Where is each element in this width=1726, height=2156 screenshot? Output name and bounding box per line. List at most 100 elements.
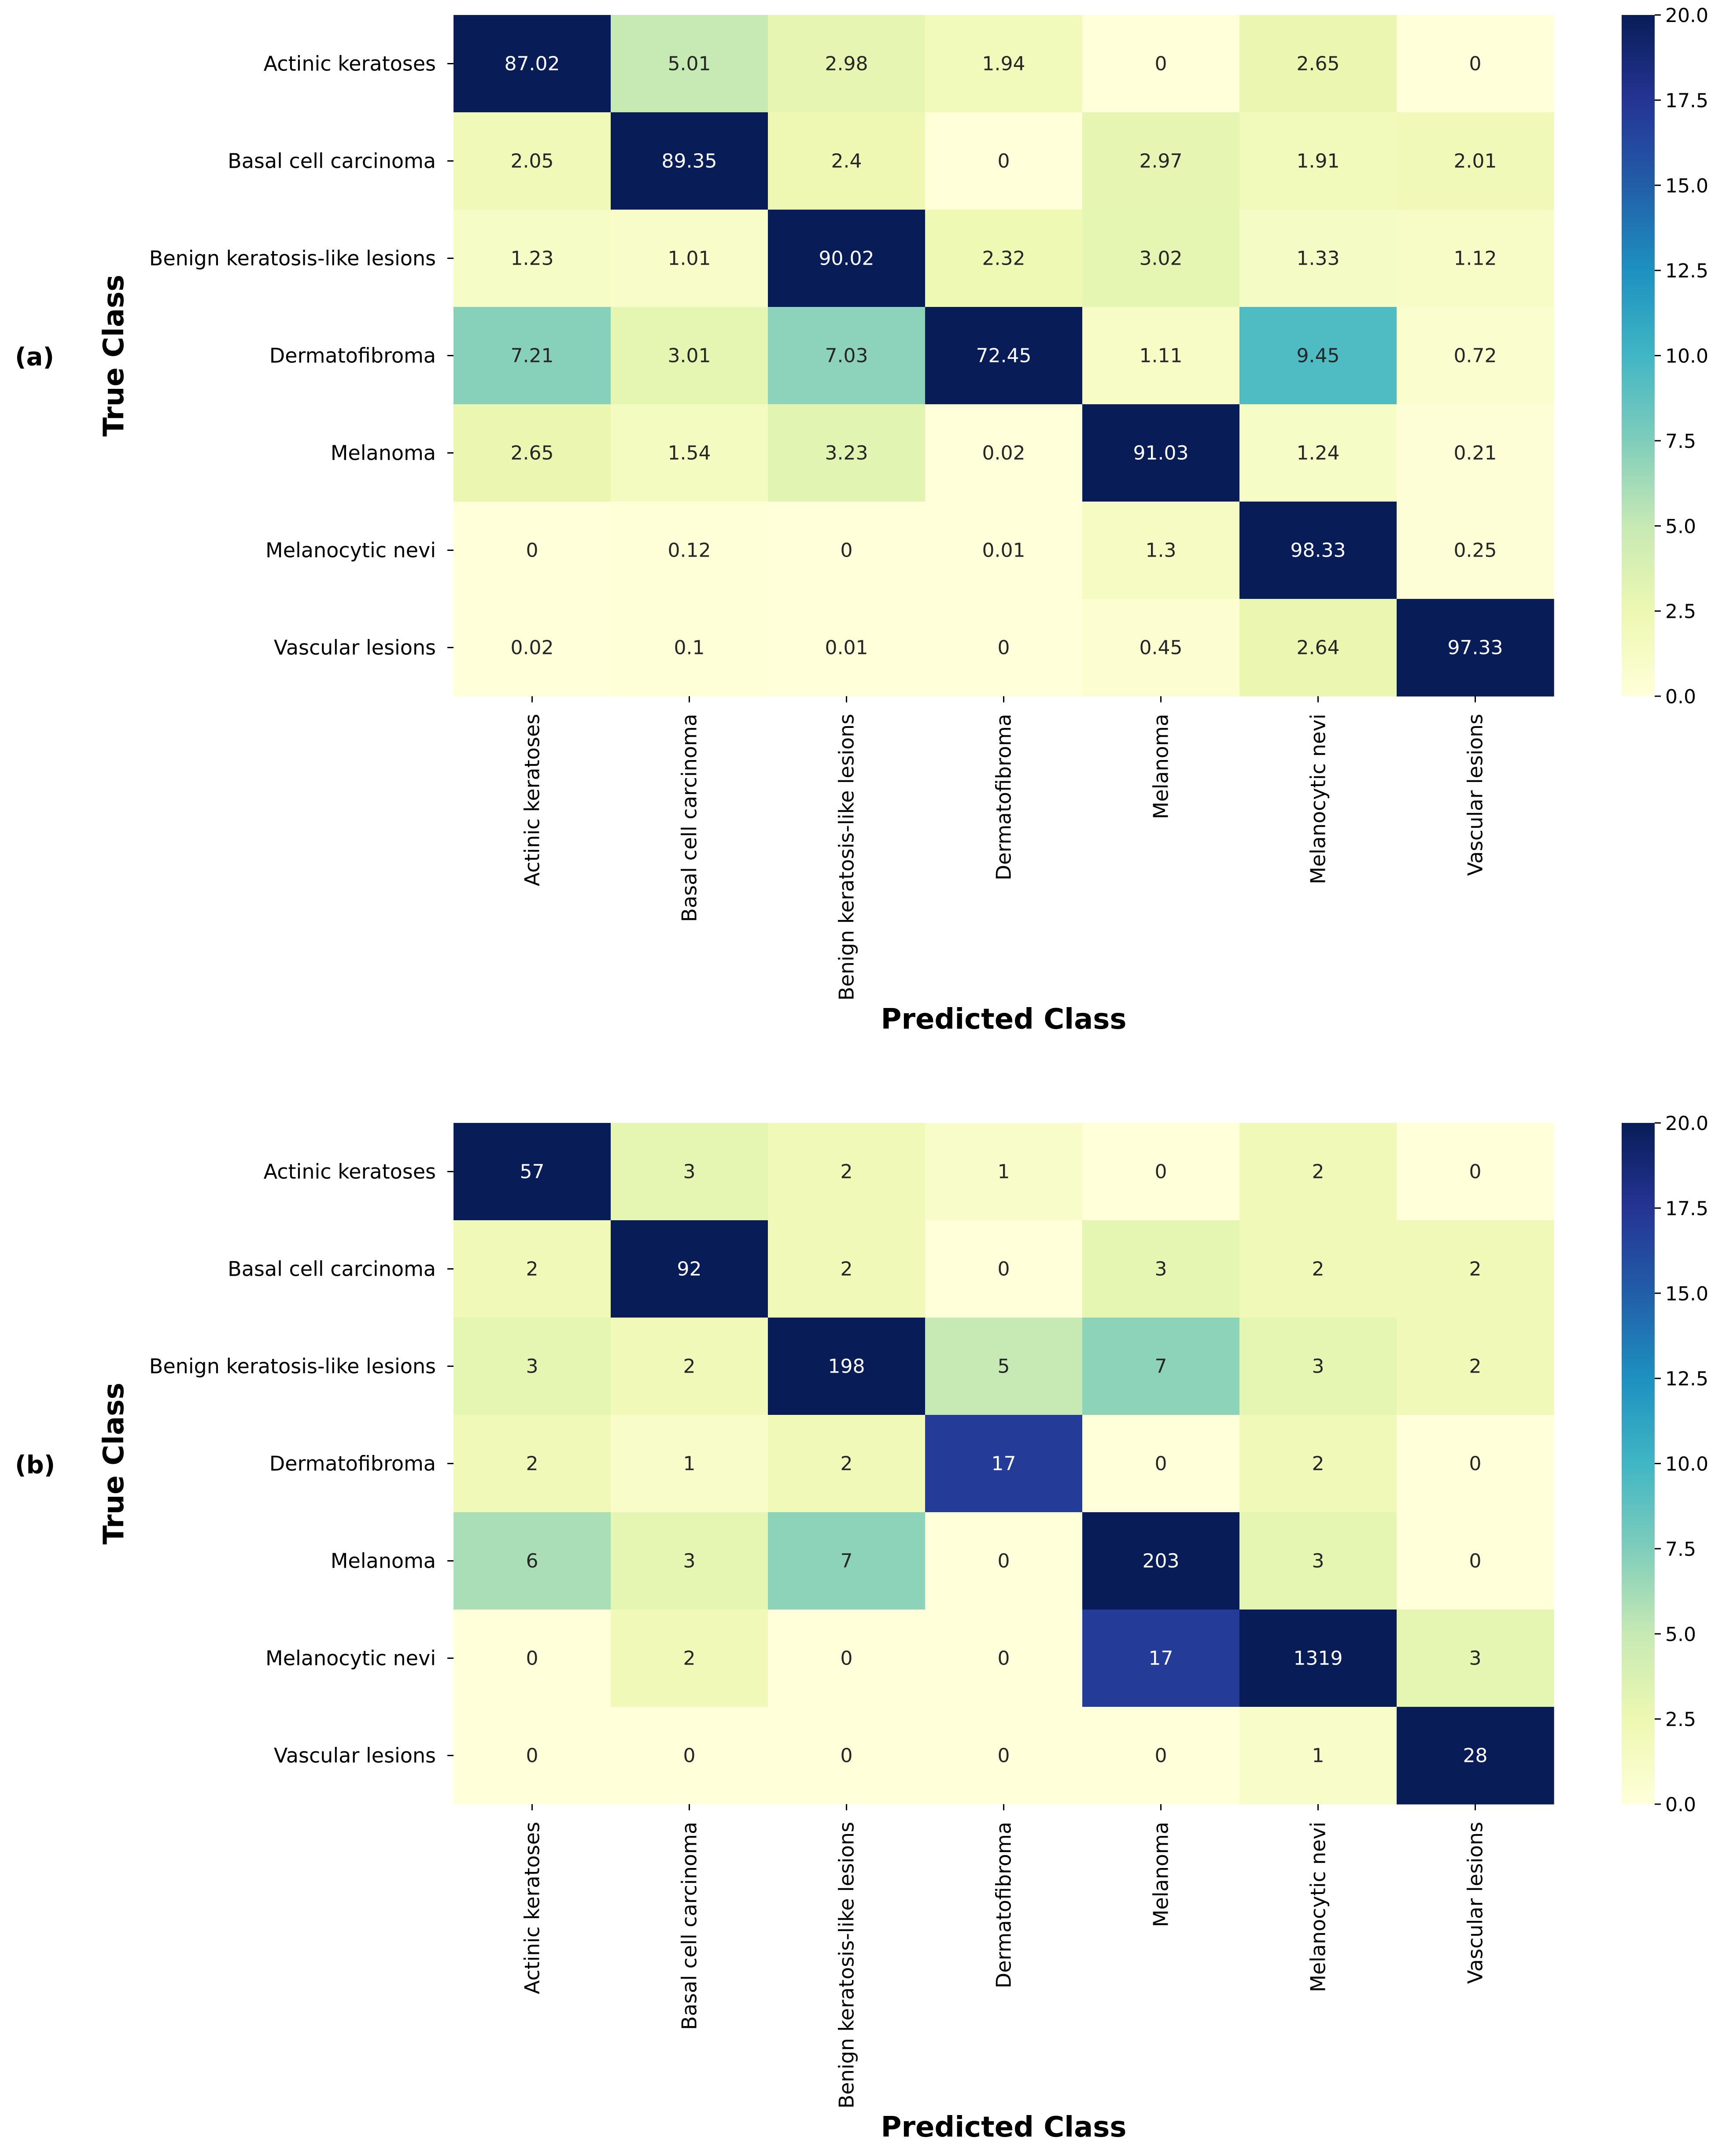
x-tick-label: Basal cell carcinoma [678,714,701,922]
cell-value-label: 7 [841,1550,853,1573]
cell-value-label: 0 [526,1647,538,1670]
cell-value-label: 2.97 [1140,150,1183,173]
cell-value-label: 7.03 [825,345,868,367]
cell-value-label: 0.72 [1454,345,1497,367]
x-tick-label: Vascular lesions [1464,714,1487,876]
cell-value-label: 2.05 [511,150,554,173]
y-tick-label: Actinic keratoses [264,52,436,76]
y-tick-label: Vascular lesions [274,636,436,660]
heatmap-cell [611,599,768,697]
cell-value-label: 6 [526,1550,538,1573]
heatmap-cell [768,1318,926,1415]
cell-value-label: 2 [1312,1161,1324,1183]
heatmap-cell [454,210,611,307]
cell-value-label: 9.45 [1297,345,1340,367]
x-axis-title: Predicted Class [881,1003,1127,1036]
heatmap-cell [611,1610,768,1707]
heatmap-cell [1239,1318,1397,1415]
heatmap-cell [768,15,926,113]
heatmap-cell [1397,1707,1554,1805]
cell-value-label: 1.12 [1454,247,1497,270]
cell-value-label: 17 [992,1453,1016,1475]
x-tick-label: Benign keratosis-like lesions [835,1822,859,2108]
heatmap-cell [1239,210,1397,307]
heatmap-cell [1239,1610,1397,1707]
x-tick-label: Melanocytic nevi [1306,1822,1330,1992]
cell-value-label: 1 [1312,1745,1324,1767]
heatmap-cell [1082,1512,1240,1610]
cell-value-label: 3 [526,1355,538,1378]
heatmap-cell [454,1123,611,1221]
cell-value-label: 0 [1155,1453,1167,1475]
cell-value-label: 0.45 [1140,637,1183,659]
cell-value-label: 3 [1312,1355,1324,1378]
cell-value-label: 3.23 [825,442,868,465]
cell-value-label: 2 [841,1453,853,1475]
cell-value-label: 2.65 [511,442,554,465]
heatmap-cell [1397,404,1554,502]
heatmap-cell [1397,1512,1554,1610]
heatmap-cell [1239,1512,1397,1610]
heatmap-cell [611,210,768,307]
x-axis-title: Predicted Class [881,2111,1127,2144]
cell-value-label: 0 [683,1745,696,1767]
heatmap-cell [454,599,611,697]
cell-value-label: 3 [1155,1258,1167,1281]
cell-value-label: 0 [1469,53,1482,75]
heatmap-cell [1397,210,1554,307]
cell-value-label: 17 [1149,1647,1173,1670]
cell-value-label: 0.1 [674,637,705,659]
x-tick-label: Melanoma [1149,714,1173,819]
heatmap-cell [1397,1318,1554,1415]
cell-value-label: 0 [1155,1161,1167,1183]
heatmap-cell [611,404,768,502]
y-tick-label: Benign keratosis-like lesions [149,1355,436,1378]
heatmap-cell [611,1123,768,1221]
cell-value-label: 2 [841,1258,853,1281]
cell-value-label: 2.32 [982,247,1025,270]
heatmap-cell [1082,1415,1240,1513]
colorbar-tick-label: 12.5 [1665,1368,1708,1390]
heatmap-cell [925,1707,1083,1805]
heatmap-cell [1082,1318,1240,1415]
heatmap-cell [1397,1220,1554,1318]
cell-value-label: 28 [1463,1745,1488,1767]
cell-value-label: 87.02 [505,53,560,75]
cell-value-label: 2.98 [825,53,868,75]
cell-value-label: 0 [998,1258,1010,1281]
cell-value-label: 0 [998,1550,1010,1573]
heatmap-cell [925,1220,1083,1318]
x-tick-label: Benign keratosis-like lesions [835,714,859,1000]
cell-value-label: 1.3 [1146,539,1176,562]
colorbar-tick-label: 0.0 [1665,686,1696,708]
cell-value-label: 1.24 [1297,442,1340,465]
panel-label: (a) [15,343,54,372]
cell-value-label: 0.12 [668,539,711,562]
heatmap-cell [925,599,1083,697]
cell-value-label: 5.01 [668,53,711,75]
heatmap-cell [925,307,1083,405]
colorbar-tick-label: 15.0 [1665,175,1708,197]
heatmap-cell [611,502,768,599]
y-tick-label: Dermatofibroma [269,1452,436,1476]
x-tick-label: Actinic keratoses [520,714,544,886]
colorbar-tick-label: 15.0 [1665,1283,1708,1305]
heatmap-cell [1082,1707,1240,1805]
cell-value-label: 0 [841,1647,853,1670]
heatmap-cell [1239,404,1397,502]
y-tick-label: Dermatofibroma [269,344,436,368]
heatmap-cell [768,404,926,502]
cell-value-label: 0 [1155,1745,1167,1767]
heatmap-cell [611,112,768,210]
cell-value-label: 0 [1155,53,1167,75]
colorbar-tick-label: 10.0 [1665,345,1708,368]
heatmap-cell [1397,15,1554,113]
cell-value-label: 1.33 [1297,247,1340,270]
cell-value-label: 0 [1469,1550,1482,1573]
cell-value-label: 0 [998,1647,1010,1670]
heatmap-cell [1239,1220,1397,1318]
heatmap-cell [768,1610,926,1707]
colorbar-tick-label: 10.0 [1665,1453,1708,1476]
heatmap-cell [454,15,611,113]
